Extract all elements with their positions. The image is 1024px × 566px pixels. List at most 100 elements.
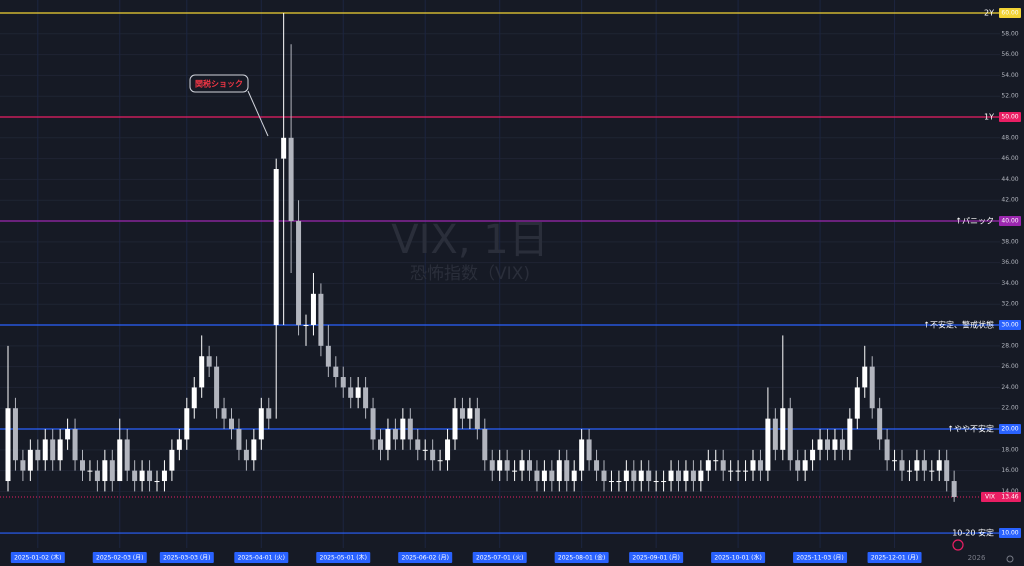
candle-body: [832, 439, 838, 450]
candle-body: [206, 356, 212, 367]
x-tick-badge: [867, 552, 922, 563]
candle-body: [527, 460, 532, 471]
level-name: ↑パニック: [955, 217, 994, 226]
candle-body: [147, 470, 153, 482]
candle-body: [705, 460, 711, 471]
x-tick-label: 2025-06-02 (月): [401, 555, 448, 562]
candle-body: [57, 439, 63, 461]
candle-body: [676, 470, 681, 482]
candle-body: [549, 470, 555, 482]
candle-body: [161, 470, 167, 482]
candle-body: [452, 408, 458, 440]
level-name: ↑不安定、警戒状態: [923, 320, 994, 330]
candle-body: [810, 449, 816, 461]
candle-body: [310, 293, 316, 326]
candle-body: [94, 470, 100, 482]
level-badge: [999, 528, 1021, 539]
x-tick-label: 2025-09-01 (月): [632, 555, 679, 562]
candle-body: [817, 439, 823, 450]
candle-body: [750, 460, 756, 471]
y-tick-label: 44.00: [1001, 176, 1018, 183]
candle-body: [415, 439, 421, 450]
candle-body: [20, 460, 26, 471]
candle-body: [281, 137, 287, 159]
x-tick-label: 2025-05-01 (木): [320, 554, 367, 562]
annotation: 関税ショック: [189, 74, 269, 137]
last-price-name: VIX: [985, 494, 995, 501]
candle-body: [825, 439, 830, 450]
candle-body: [124, 439, 130, 471]
candle-body: [929, 470, 935, 472]
candle-body: [42, 439, 48, 461]
candle-body: [139, 470, 145, 482]
candle-body: [400, 418, 406, 440]
last-price-value: 13.46: [1001, 494, 1018, 501]
level-name: ↑やや不安定: [947, 424, 994, 434]
y-tick-label: 52.00: [1001, 93, 1018, 100]
candle-body: [877, 408, 883, 440]
y-tick-label: 24.00: [1001, 384, 1018, 391]
candle-body: [474, 408, 480, 430]
x-tick-badge: [92, 552, 147, 563]
candle-body: [519, 460, 525, 471]
candle-body: [884, 439, 890, 461]
level-value: 10.00: [1001, 530, 1018, 537]
candle-body: [355, 387, 361, 398]
settings-icon[interactable]: [1006, 555, 1014, 563]
candle-body: [892, 460, 898, 462]
candle-body: [482, 429, 488, 461]
x-tick-label: 2025-12-01 (月): [871, 555, 918, 562]
candle-body: [5, 408, 11, 482]
axes: 14.00 16.00 18.00 22.00 24.00 26.00 28.00 32.00…: [10, 30, 1019, 563]
candle-body: [504, 460, 510, 471]
candle-body: [579, 439, 585, 471]
x-tick-badge: [398, 552, 453, 563]
candle-body: [489, 460, 495, 471]
candle-body: [251, 439, 257, 461]
candle-body: [102, 460, 108, 482]
candle-body: [512, 470, 518, 472]
candle-body: [936, 460, 942, 471]
annotation-box: [189, 74, 249, 93]
candle-body: [765, 418, 771, 471]
candle-body: [899, 460, 905, 471]
candle-body: [594, 460, 600, 471]
candle-body: [80, 460, 85, 471]
level-value: 30.00: [1001, 322, 1018, 329]
candle-body: [787, 408, 793, 461]
y-tick-label: 36.00: [1001, 259, 1018, 266]
candle-body: [199, 356, 205, 388]
y-tick-label: 28.00: [1001, 342, 1018, 349]
candle-body: [176, 439, 182, 450]
candle-body: [340, 377, 346, 388]
candle-body: [571, 470, 577, 482]
candle-body: [564, 460, 570, 482]
candle-body: [690, 470, 696, 482]
level-badge: [999, 8, 1021, 19]
x-tick-badge: [629, 552, 684, 563]
y-tick-label: 48.00: [1001, 134, 1018, 141]
candle-body: [445, 439, 451, 461]
x-tick-badge: [159, 552, 214, 563]
candle-body: [303, 325, 309, 327]
candle-body: [497, 460, 503, 471]
candle-body: [646, 470, 652, 482]
y-tick-label: 56.00: [1001, 51, 1018, 58]
candle-body: [288, 137, 294, 222]
candle-body: [757, 460, 763, 471]
x-tick-badge: [554, 552, 609, 563]
candle-body: [780, 408, 786, 450]
candle-body: [921, 460, 927, 471]
annotation-text: 関税ショック: [195, 79, 243, 89]
icon[interactable]: [952, 539, 964, 551]
candle-body: [229, 418, 234, 430]
candle-body: [653, 481, 659, 483]
x-tick-badge: [711, 552, 766, 563]
candle-body: [333, 366, 339, 378]
candle-body: [534, 470, 540, 482]
x-tick-badge: [10, 552, 65, 563]
y-tick-label: 42.00: [1001, 197, 1018, 204]
level-value: 40.00: [1001, 218, 1018, 225]
candle-body: [109, 460, 115, 482]
